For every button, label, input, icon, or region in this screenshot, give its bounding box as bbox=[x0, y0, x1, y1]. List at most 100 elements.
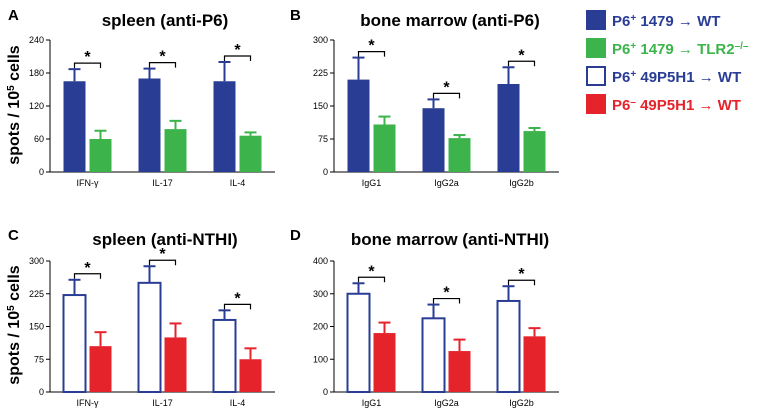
legend-item: P6+ 1479 → WT bbox=[586, 10, 720, 30]
significance-bracket bbox=[432, 92, 461, 99]
significance-star: * bbox=[234, 290, 241, 307]
legend-item: P6– 49P5H1 → WT bbox=[586, 94, 741, 114]
bar bbox=[497, 84, 520, 172]
panel-title: bone marrow (anti-P6) bbox=[360, 11, 539, 30]
y-axis-label-top-text: spots / 10 bbox=[6, 91, 23, 165]
legend-label-pre: P6 bbox=[612, 13, 630, 30]
bar bbox=[63, 81, 86, 172]
legend-label-mid: 1479 → WT bbox=[636, 13, 720, 30]
legend-label-pre: P6 bbox=[612, 69, 630, 86]
significance-star: * bbox=[518, 47, 525, 64]
category-label: IgG2a bbox=[434, 398, 459, 408]
y-tick-label: 225 bbox=[29, 289, 44, 299]
bar bbox=[346, 292, 371, 393]
y-tick-label: 0 bbox=[39, 387, 44, 397]
panel-letter: B bbox=[290, 7, 301, 24]
panel-title: spleen (anti-NTHI) bbox=[92, 230, 237, 249]
legend-label: P6+ 1479 → TLR2–/– bbox=[612, 41, 749, 59]
bar bbox=[347, 79, 370, 172]
legend-label: P6+ 1479 → WT bbox=[612, 13, 720, 31]
category-label: IL-4 bbox=[230, 398, 246, 408]
y-tick-label: 240 bbox=[29, 35, 44, 45]
significance-bracket bbox=[357, 51, 386, 57]
category-label: IgG1 bbox=[362, 178, 382, 188]
significance-star: * bbox=[234, 42, 241, 59]
significance-star: * bbox=[84, 260, 91, 277]
y-tick-label: 0 bbox=[323, 387, 328, 397]
legend-swatch bbox=[586, 38, 606, 58]
significance-bracket bbox=[73, 273, 102, 279]
y-axis-label-bottom-text: spots / 10 bbox=[6, 311, 23, 385]
legend-label-mid: 49P5H1 → WT bbox=[636, 69, 741, 86]
significance-bracket bbox=[223, 55, 252, 61]
y-tick-label: 225 bbox=[313, 68, 328, 78]
y-tick-label: 200 bbox=[313, 322, 328, 332]
y-axis-label-top-sup: 5 bbox=[6, 85, 17, 91]
bar bbox=[239, 359, 262, 392]
legend-label-sup: + bbox=[630, 13, 636, 24]
bar bbox=[448, 351, 471, 392]
bar bbox=[213, 81, 236, 172]
significance-star: * bbox=[368, 263, 375, 280]
panel-letter: D bbox=[290, 227, 301, 244]
bar bbox=[373, 333, 396, 392]
y-tick-label: 150 bbox=[29, 322, 44, 332]
y-axis-label-bottom: spots / 105 cells bbox=[6, 265, 24, 385]
y-tick-label: 75 bbox=[318, 134, 328, 144]
legend-label-sup: + bbox=[630, 41, 636, 52]
panel-letter: C bbox=[8, 227, 19, 244]
significance-star: * bbox=[159, 246, 166, 263]
category-label: IL-17 bbox=[152, 178, 173, 188]
y-axis-label-bottom-sup: 5 bbox=[6, 305, 17, 311]
y-tick-label: 180 bbox=[29, 68, 44, 78]
significance-bracket bbox=[223, 303, 252, 310]
category-label: IgG2a bbox=[434, 178, 459, 188]
category-label: IgG2b bbox=[509, 398, 534, 408]
significance-bracket bbox=[507, 60, 536, 67]
bar bbox=[523, 336, 546, 392]
legend-label-mid: 49P5H1 → WT bbox=[636, 97, 741, 114]
bar bbox=[523, 131, 546, 172]
legend-swatch bbox=[586, 66, 606, 86]
y-tick-label: 300 bbox=[313, 35, 328, 45]
significance-bracket bbox=[432, 297, 461, 304]
bar bbox=[89, 346, 112, 392]
bar bbox=[62, 294, 87, 393]
category-label: IL-4 bbox=[230, 178, 246, 188]
y-tick-label: 300 bbox=[29, 256, 44, 266]
bar bbox=[137, 281, 162, 394]
bar bbox=[421, 317, 446, 393]
legend-label-sup2: –/– bbox=[735, 41, 749, 52]
significance-star: * bbox=[84, 49, 91, 66]
legend-label: P6– 49P5H1 → WT bbox=[612, 97, 741, 115]
category-label: IL-17 bbox=[152, 398, 173, 408]
legend-swatch bbox=[586, 10, 606, 30]
y-axis-label-top-end: cells bbox=[6, 45, 23, 85]
legend-item: P6+ 49P5H1 → WT bbox=[586, 66, 741, 87]
significance-bracket bbox=[507, 279, 536, 286]
bar bbox=[448, 138, 471, 172]
bar bbox=[373, 124, 396, 172]
bar bbox=[212, 318, 237, 394]
y-tick-label: 120 bbox=[29, 101, 44, 111]
bar bbox=[496, 299, 521, 393]
legend-item: P6+ 1479 → TLR2–/– bbox=[586, 38, 749, 58]
bar bbox=[239, 135, 262, 172]
significance-bracket bbox=[148, 62, 177, 68]
y-tick-label: 300 bbox=[313, 289, 328, 299]
y-axis-label-top: spots / 105 cells bbox=[6, 45, 24, 165]
legend-label: P6+ 49P5H1 → WT bbox=[612, 69, 741, 87]
bar bbox=[89, 139, 112, 172]
y-tick-label: 0 bbox=[39, 167, 44, 177]
y-tick-label: 100 bbox=[313, 354, 328, 364]
y-tick-label: 60 bbox=[34, 134, 44, 144]
legend-label-sup: – bbox=[630, 97, 636, 108]
y-tick-label: 0 bbox=[323, 167, 328, 177]
y-tick-label: 150 bbox=[313, 101, 328, 111]
